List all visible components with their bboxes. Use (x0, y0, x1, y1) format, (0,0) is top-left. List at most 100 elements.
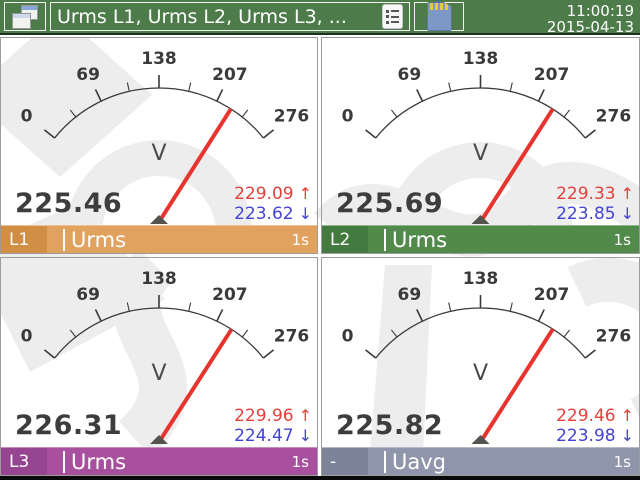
minor-tick (563, 329, 571, 338)
major-tick (262, 349, 275, 359)
major-tick (216, 89, 224, 102)
major-tick (43, 349, 56, 359)
meter-panel-l3: 0 69 138 207 276 V 226.31 229.96 ↑ 224.47 ↓ L3 … (0, 257, 318, 476)
scale-label: 138 (463, 269, 499, 289)
gauge-dial: 0 69 138 207 276 V (342, 49, 631, 224)
scale-label: 69 (398, 285, 422, 305)
max-value: 229.46 ↑ (556, 406, 634, 426)
scale-label: 0 (342, 327, 354, 347)
max-value: 229.09 ↑ (234, 184, 312, 204)
time-label: 11:00:19 (566, 2, 634, 20)
separator (63, 450, 65, 473)
topbar-title: Urms L1, Urms L2, Urms L3, ... (57, 5, 347, 28)
sd-card-button[interactable] (414, 2, 464, 31)
unit-label: V (151, 361, 166, 386)
meter-grid: 0 69 138 207 276 V 225.46 229.09 ↑ 223.62 ↓ L1 … (0, 37, 640, 476)
channel-bar: - Uavg 1s (322, 447, 639, 475)
gauge-dial: 0 69 138 207 276 V (21, 49, 310, 224)
minor-tick (241, 329, 249, 338)
needle (157, 107, 233, 224)
min-value: 223.98 ↓ (556, 426, 634, 446)
max-arrow-icon: ↑ (620, 406, 634, 425)
quantity-label: Urms (392, 227, 448, 252)
major-tick (416, 89, 424, 102)
gauge-area: 0 69 138 207 276 V 225.82 229.46 ↑ 223.98 ↓ (322, 258, 639, 447)
major-tick (216, 309, 224, 322)
needle-pivot (471, 215, 490, 224)
quantity-label: Uavg (392, 449, 446, 474)
reading-value: 226.31 (15, 410, 123, 441)
channel-label: L1 (1, 226, 47, 253)
minor-tick (126, 302, 130, 312)
separator (384, 450, 386, 473)
minor-tick (509, 82, 513, 92)
scale-label: 0 (21, 326, 33, 346)
minor-tick (188, 302, 192, 312)
scale-label: 138 (463, 49, 499, 69)
clock: 11:00:19 2015-04-13 (547, 2, 638, 35)
minor-tick (563, 109, 571, 118)
scale-label: 276 (596, 327, 632, 347)
meter-panel-l2: 0 69 138 207 276 V 225.69 229.33 ↑ 223.85 ↓ L2 … (321, 37, 640, 254)
major-tick (262, 129, 275, 139)
gauge-area: 0 69 138 207 276 V 225.69 229.33 ↑ 223.85 ↓ (322, 38, 639, 225)
scale-label: 207 (212, 285, 248, 305)
max-value: 229.96 ↑ (234, 406, 312, 426)
dial-arc (54, 307, 264, 359)
top-bar: Urms L1, Urms L2, Urms L3, ... 11:00:19 … (0, 0, 640, 35)
interval-label: 1s (291, 452, 309, 471)
min-arrow-icon: ↓ (620, 426, 634, 445)
minor-tick (69, 109, 77, 118)
min-value: 224.47 ↓ (234, 426, 312, 446)
unit-label: V (151, 141, 166, 166)
major-tick (584, 349, 596, 359)
minor-tick (390, 329, 398, 338)
interval-label: 1s (613, 452, 631, 471)
gauge-area: 0 69 138 207 276 V 226.31 229.96 ↑ 224.47 ↓ (1, 258, 317, 447)
channel-label: - (322, 448, 368, 475)
scale-label: 138 (141, 49, 177, 69)
major-tick (416, 309, 424, 322)
interval-label: 1s (291, 230, 309, 249)
interval-label: 1s (613, 230, 631, 249)
minor-tick (188, 82, 192, 92)
gauge-dial: 0 69 138 207 276 V (342, 269, 632, 444)
unit-label: V (473, 361, 488, 386)
minor-tick (448, 302, 452, 312)
major-tick (584, 129, 596, 139)
channel-label: L3 (1, 448, 47, 475)
scale-label: 138 (141, 269, 177, 289)
major-tick (537, 309, 545, 322)
dial-arc (375, 307, 586, 359)
reading-value: 225.46 (15, 188, 123, 219)
dial-arc (375, 87, 586, 139)
scale-label: 69 (76, 285, 100, 305)
screens-button[interactable] (4, 2, 46, 31)
needle-pivot (471, 435, 490, 444)
scale-label: 207 (212, 65, 248, 85)
minor-tick (448, 82, 452, 92)
menu-list-icon (382, 4, 403, 29)
minor-tick (241, 109, 249, 118)
meter-panel-avg: 0 69 138 207 276 V 225.82 229.46 ↑ 223.98 ↓ - U… (321, 257, 640, 476)
scale-label: 276 (274, 326, 310, 346)
minmax-readout: 229.09 ↑ 223.62 ↓ (234, 184, 312, 224)
needle (478, 328, 555, 444)
major-tick (43, 129, 56, 139)
min-value: 223.62 ↓ (234, 204, 312, 224)
minor-tick (69, 329, 77, 338)
needle (478, 107, 555, 224)
scale-label: 0 (21, 106, 33, 126)
reading-value: 225.69 (336, 188, 444, 219)
measurement-selector[interactable]: Urms L1, Urms L2, Urms L3, ... (50, 2, 410, 31)
max-arrow-icon: ↑ (620, 184, 634, 203)
minmax-readout: 229.46 ↑ 223.98 ↓ (556, 406, 634, 446)
scale-label: 276 (274, 106, 310, 126)
max-arrow-icon: ↑ (298, 184, 312, 203)
scale-label: 207 (534, 65, 570, 85)
dial-arc (54, 87, 264, 139)
needle (157, 328, 234, 444)
screen-bottom-edge (0, 476, 640, 480)
needle-pivot (150, 435, 168, 444)
